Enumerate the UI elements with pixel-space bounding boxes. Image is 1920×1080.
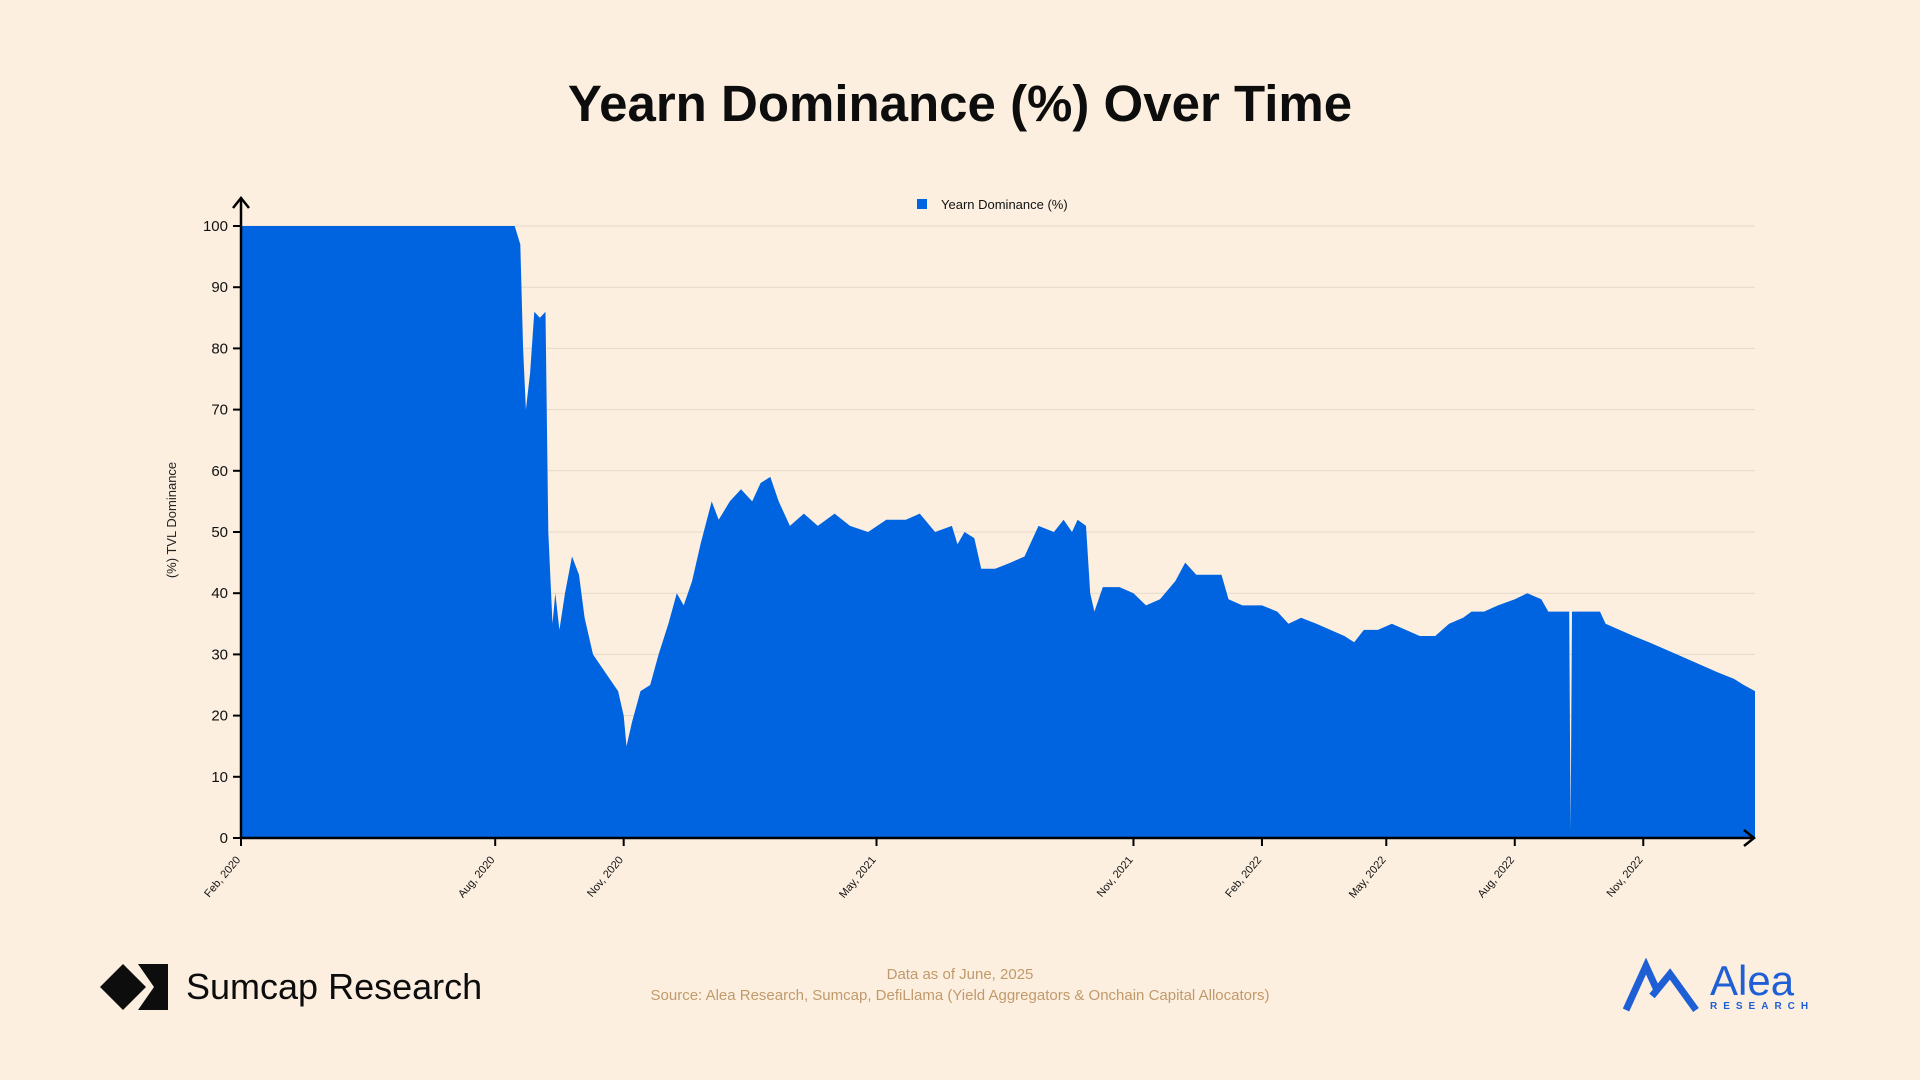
x-ticks: Feb, 2020 Aug, 2020 Nov, 2020 May, 2021 Nov,… [202, 838, 1646, 901]
y-tick-label-100: 100 [203, 218, 228, 235]
y-tick-label-0: 0 [220, 830, 228, 847]
area-series-yearn-dominance [241, 226, 1755, 838]
x-tick-label-1: Aug, 2020 [456, 854, 497, 900]
y-ticks: 0 10 20 30 40 50 60 70 80 90 100 [203, 218, 241, 847]
alea-brand-words: Alea RESEARCH [1710, 956, 1815, 1012]
x-tick-label-7: Aug, 2022 [1476, 854, 1517, 900]
y-tick-label-80: 80 [211, 340, 228, 357]
axes [232, 195, 1757, 847]
y-tick-label-30: 30 [211, 646, 228, 663]
y-tick-label-70: 70 [211, 402, 228, 419]
alea-brand-subtitle: RESEARCH [1710, 1000, 1815, 1012]
legend: Yearn Dominance (%) [917, 197, 1068, 212]
legend-swatch [917, 199, 927, 209]
legend-label: Yearn Dominance (%) [941, 197, 1068, 212]
x-tick-label-2: Nov, 2020 [585, 854, 626, 900]
x-tick-label-5: Feb, 2022 [1223, 854, 1264, 900]
x-tick-label-4: Nov, 2021 [1095, 854, 1136, 900]
y-tick-label-90: 90 [211, 279, 228, 296]
alea-brand: Alea RESEARCH [1622, 956, 1814, 1016]
y-axis-arrow-icon [232, 195, 250, 209]
y-tick-label-10: 10 [211, 769, 228, 786]
y-tick-label-20: 20 [211, 708, 228, 725]
x-tick-label-8: Nov, 2022 [1605, 854, 1646, 900]
data-date-note: Data as of June, 2025 [886, 966, 1034, 983]
y-tick-label-60: 60 [211, 463, 228, 480]
x-tick-label-6: May, 2022 [1347, 854, 1389, 900]
y-tick-label-40: 40 [211, 585, 228, 602]
y-axis-label: (%) TVL Dominance [164, 462, 179, 578]
sumcap-brand-text: Sumcap Research [186, 966, 483, 1007]
source-note: Source: Alea Research, Sumcap, DefiLlama… [650, 987, 1270, 1004]
x-tick-label-0: Feb, 2020 [202, 854, 243, 900]
x-tick-label-3: May, 2021 [837, 854, 879, 900]
sumcap-brand: Sumcap Research [100, 962, 482, 1012]
sumcap-diamond-logo-icon [100, 964, 168, 1010]
y-tick-label-50: 50 [211, 524, 228, 541]
x-axis-arrow-icon [1743, 829, 1757, 847]
alea-brand-name: Alea [1710, 956, 1795, 1004]
alea-logo-icon [1622, 958, 1699, 1013]
chart-title: Yearn Dominance (%) Over Time [567, 75, 1353, 132]
